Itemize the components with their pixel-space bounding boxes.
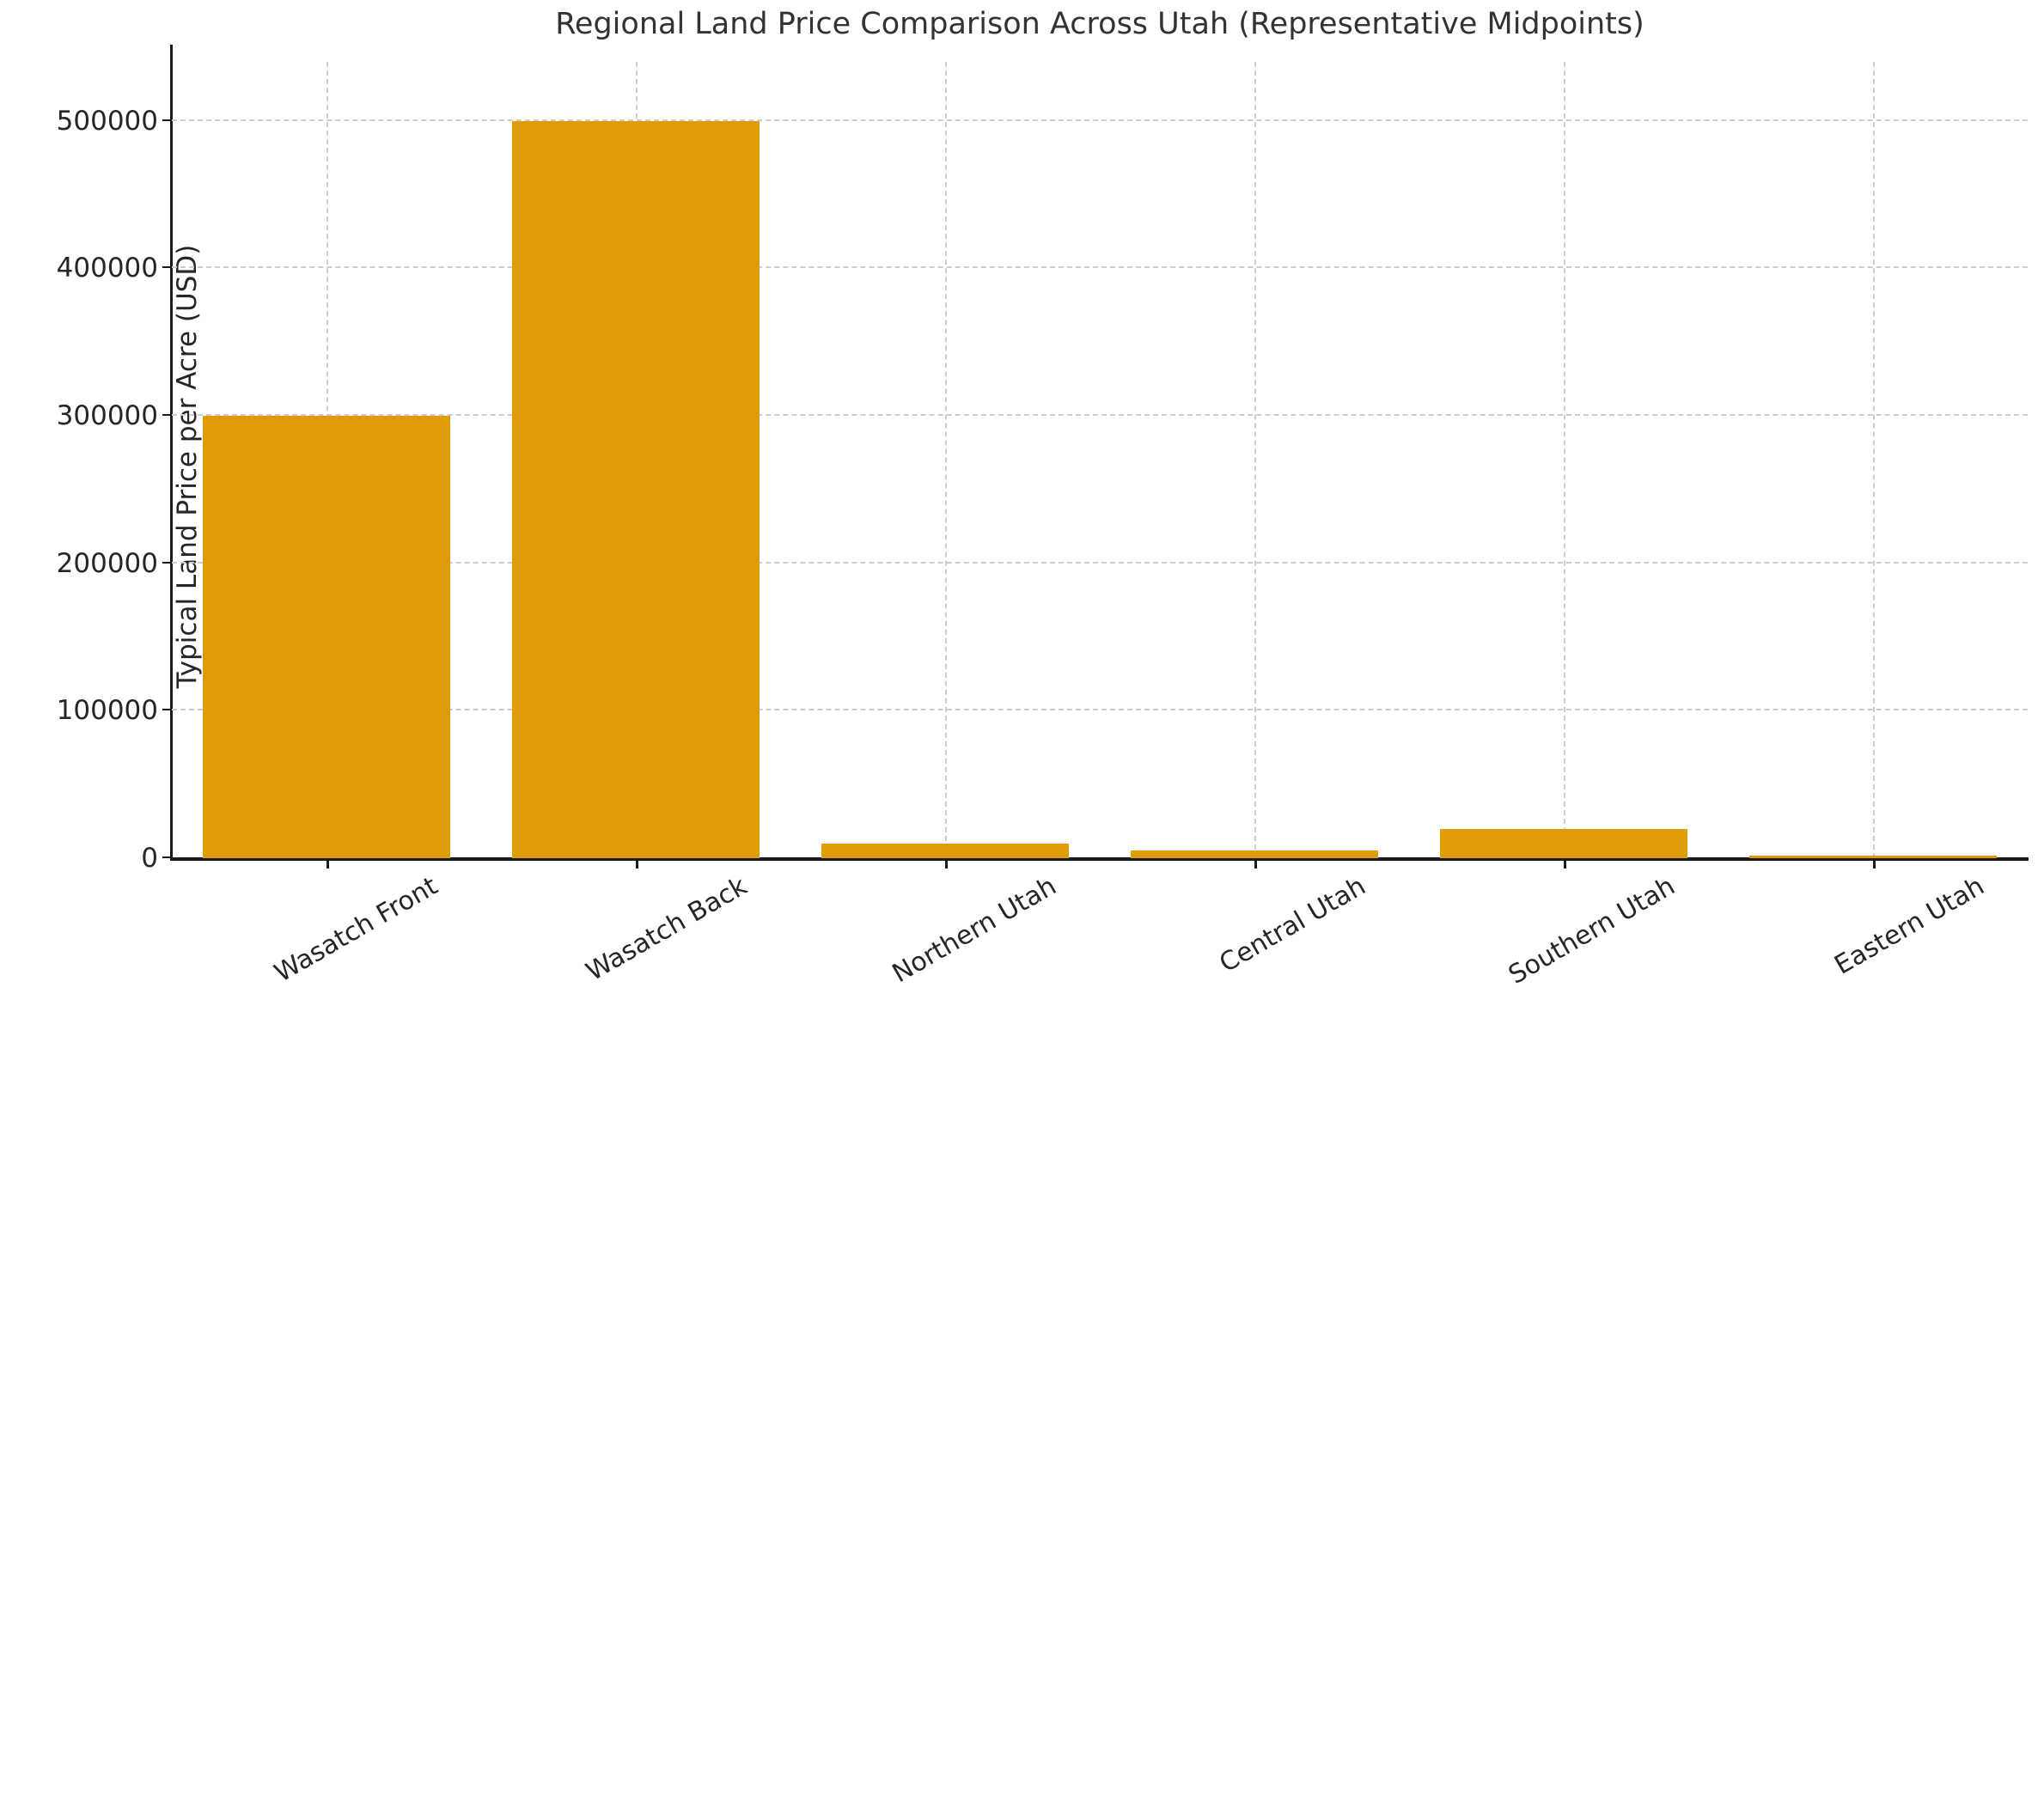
- y-tick-mark: [162, 266, 172, 269]
- y-tick-label: 200000: [56, 547, 158, 579]
- bar-central-utah[interactable]: [1131, 850, 1378, 858]
- gridline-vertical: [1254, 62, 1256, 858]
- gridline-vertical: [1873, 62, 1875, 858]
- x-tick-label: Central Utah: [1214, 871, 1371, 979]
- bar-southern-utah[interactable]: [1440, 828, 1687, 858]
- gridline-horizontal: [172, 119, 2028, 121]
- y-tick-mark: [162, 561, 172, 564]
- y-tick-mark: [162, 709, 172, 711]
- gridline-horizontal: [172, 414, 2028, 416]
- bar-northern-utah[interactable]: [821, 843, 1069, 858]
- x-tick-mark: [636, 858, 638, 869]
- bar-eastern-utah[interactable]: [1749, 855, 1997, 858]
- x-tick-label: Wasatch Front: [269, 871, 443, 989]
- y-tick-label: 100000: [56, 695, 158, 727]
- plot-area: 0 100000 200000 300000 400000 500000 Wasatch …: [57, 45, 2029, 990]
- y-axis-spine: [170, 45, 173, 860]
- gridline-horizontal: [172, 709, 2028, 711]
- y-tick-label: 0: [141, 843, 158, 874]
- y-tick-label: 300000: [56, 400, 158, 431]
- y-tick-label: 500000: [56, 105, 158, 137]
- x-tick-mark: [945, 858, 948, 869]
- bar-wasatch-front[interactable]: [203, 416, 450, 858]
- gridline-horizontal: [172, 561, 2028, 564]
- y-tick-label: 400000: [56, 253, 158, 284]
- y-tick-mark: [162, 119, 172, 121]
- gridline-vertical: [1564, 62, 1565, 858]
- gridline-vertical: [945, 62, 947, 858]
- x-tick-mark: [1873, 858, 1876, 869]
- x-tick-label: Wasatch Back: [581, 871, 753, 988]
- chart-title: Regional Land Price Comparison Across Ut…: [555, 7, 1644, 41]
- y-tick-mark: [162, 856, 172, 858]
- gridline-horizontal: [172, 266, 2028, 269]
- x-tick-mark: [1254, 858, 1257, 869]
- x-axis-spine: [170, 857, 2029, 861]
- bar-wasatch-back[interactable]: [512, 120, 760, 858]
- x-tick-mark: [1564, 858, 1566, 869]
- chart-figure: Regional Land Price Comparison Across Ut…: [56, 7, 2029, 990]
- y-tick-mark: [162, 414, 172, 416]
- x-tick-label: Eastern Utah: [1829, 871, 1990, 981]
- x-tick-mark: [326, 858, 329, 869]
